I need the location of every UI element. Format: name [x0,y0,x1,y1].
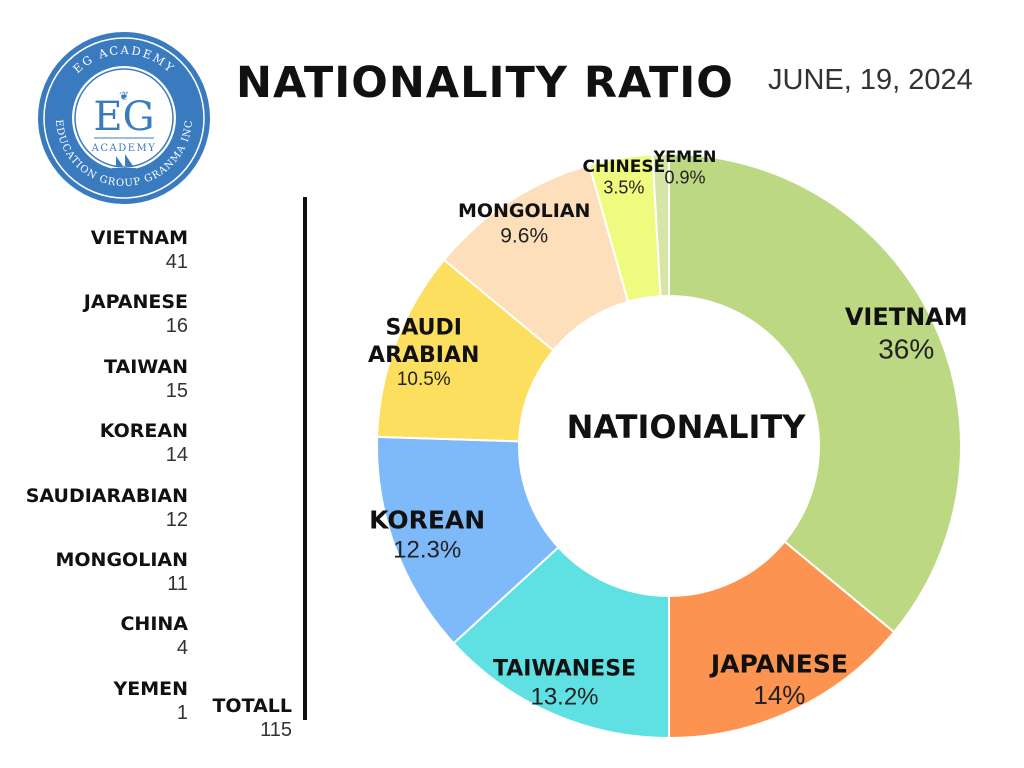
list-item: SAUDIARABIAN 12 [0,484,188,548]
list-item-value: 1 [176,701,188,724]
total-label: TOTALL [212,695,292,717]
list-item: JAPANESE 16 [0,290,188,354]
slice-value-label: 0.9% [664,168,705,188]
slice-label: YEMEN [653,147,717,166]
list-item-label: YEMEN [113,677,188,700]
list-item-value: 12 [165,508,188,531]
slice-label: JAPANESE [709,650,848,679]
list-item-label: KOREAN [99,420,188,443]
slice-label: SAUDI ARABIAN [368,316,479,369]
ship-icon [112,154,136,173]
list-item: YEMEN 1 [0,677,188,741]
list-item-label: JAPANESE [83,291,188,314]
slice-label: KOREAN [369,506,485,535]
slice-value-label: 9.6% [500,224,548,247]
list-item-value: 4 [176,637,188,660]
donut-slice-vietnam [668,152,962,634]
slice-value-label: 14% [753,680,805,710]
list-item-label: CHINA [120,613,188,636]
list-item: MONGOLIAN 11 [0,548,189,612]
total-value: 115 [260,719,292,741]
report-date: JUNE, 19, 2024 [768,64,973,96]
list-item: TAIWAN 15 [0,355,188,419]
list-item: CHINA 4 [0,612,188,676]
slice-label: TAIWANESE [493,657,636,682]
list-item-label: TAIWAN [104,355,188,378]
total-count: TOTALL 115 [196,694,292,742]
logo-seal: EG ACADEMY EDUCATION GROUP GRANMA INC EG… [38,32,210,204]
page-title: NATIONALITY RATIO [236,58,734,108]
logo-monogram: EG [93,94,154,140]
donut-slices [376,152,962,740]
divider-line [303,197,307,720]
list-item-value: 11 [167,572,188,595]
donut-center-label: NATIONALITY [567,408,807,446]
list-item-value: 41 [165,251,188,273]
list-item: VIETNAM 41 [0,226,188,290]
slice-label: MONGOLIAN [458,200,591,222]
list-item-value: 14 [165,444,188,467]
list-item: KOREAN 14 [0,419,188,483]
slice-label: VIETNAM [845,303,968,331]
ornament-icon: ❦ [119,89,129,103]
donut-slice-japanese [668,540,896,740]
list-item-value: 15 [165,379,188,402]
list-item-label: MONGOLIAN [55,548,189,571]
list-item-label: SAUDIARABIAN [25,484,188,507]
slice-value-label: 10.5% [397,369,451,390]
nationality-count-list: VIETNAM 41 JAPANESE 16 TAIWAN 15 KOREAN … [0,226,188,741]
slice-value-label: 13.2% [530,683,598,710]
slice-value-label: 36% [878,333,934,364]
list-item-label: VIETNAM [90,227,188,249]
slice-value-label: 3.5% [603,178,644,198]
slice-value-label: 12.3% [393,537,461,564]
eg-academy-logo: EG ACADEMY EDUCATION GROUP GRANMA INC EG… [36,30,212,206]
list-item-value: 16 [165,315,188,338]
logo-sub-text: ACADEMY [91,143,157,154]
donut-slice-yemen [651,152,670,298]
slice-label: CHINESE [583,157,666,177]
